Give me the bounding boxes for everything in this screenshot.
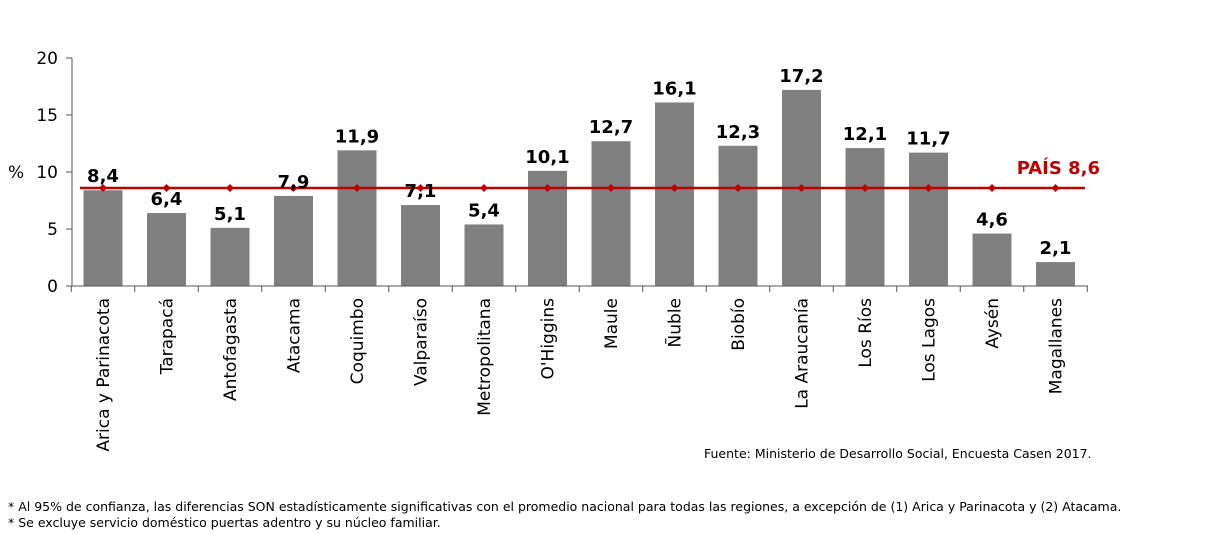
reference-marker	[289, 183, 298, 192]
reference-marker	[607, 183, 615, 192]
data-label: 11,7	[906, 129, 950, 150]
y-tick-label: 0	[47, 277, 58, 297]
data-label: 4,6	[976, 210, 1008, 231]
bar	[655, 102, 694, 287]
y-tick-label: 20	[36, 49, 58, 69]
category-label: Los Lagos	[920, 298, 940, 382]
data-label: 5,1	[214, 204, 246, 225]
data-label: 12,1	[843, 124, 887, 145]
reference-marker	[162, 183, 171, 192]
data-label: 5,4	[468, 200, 500, 221]
bar	[147, 213, 186, 286]
data-label: 2,1	[1040, 238, 1072, 259]
footnote: * Se excluye servicio doméstico puertas …	[8, 515, 441, 530]
data-label: 7,9	[278, 172, 310, 193]
data-label: 16,1	[652, 78, 696, 99]
data-label: 11,9	[335, 126, 379, 147]
reference-marker	[480, 183, 488, 192]
category-label: Los Ríos	[856, 298, 876, 368]
category-label: Tarapacá	[158, 298, 178, 375]
category-label: Arica y Parinacota	[94, 298, 114, 452]
data-label: 17,2	[779, 66, 823, 87]
reference-marker	[861, 183, 869, 192]
reference-line-label: PAÍS 8,6	[1017, 157, 1100, 179]
x-axis: Arica y Parinacota Tarapacá Antofagasta Ata…	[70, 285, 1088, 452]
bar	[274, 195, 313, 286]
data-labels: 8,4 6,4 5,1 7,9 11,9 7,1 5,4 10,1 12,7 16,1 12,3 17…	[87, 66, 1071, 259]
category-label: Magallanes	[1047, 298, 1067, 394]
footnote: * Al 95% de confianza, las diferencias S…	[8, 499, 1122, 514]
reference-marker	[988, 183, 996, 192]
reference-line-group: PAÍS 8,6	[80, 157, 1100, 192]
reference-marker	[734, 183, 742, 192]
bar	[718, 145, 758, 286]
category-label: O'Higgins	[539, 298, 559, 380]
y-axis: 0 5 10 15 20%	[8, 49, 73, 297]
category-label: Coquimbo	[348, 298, 368, 384]
bar	[972, 233, 1012, 286]
source-note: Fuente: Ministerio de Desarrollo Social,…	[704, 446, 1092, 461]
reference-marker	[226, 183, 234, 192]
y-tick-label: 5	[47, 220, 58, 240]
category-label: Maule	[602, 298, 622, 349]
category-label: Biobío	[729, 298, 749, 351]
bar	[591, 141, 631, 286]
reference-marker	[99, 183, 107, 192]
bar	[464, 224, 504, 286]
data-label: 12,7	[589, 117, 633, 138]
data-label: 8,4	[87, 166, 119, 187]
reference-marker	[416, 183, 425, 192]
reference-marker	[1051, 183, 1060, 192]
bar	[909, 152, 948, 286]
category-label: La Araucanía	[793, 298, 813, 409]
bar	[337, 150, 377, 286]
data-label: 6,4	[151, 189, 183, 210]
data-label: 10,1	[525, 147, 569, 168]
data-label: 12,3	[716, 122, 760, 143]
data-label: 7,1	[405, 181, 437, 202]
footnotes: * Al 95% de confianza, las diferencias S…	[8, 499, 1121, 531]
category-label: Antofagasta	[221, 298, 241, 401]
category-label: Ñuble	[664, 298, 686, 347]
y-tick-label: 10	[36, 163, 58, 183]
y-axis-label: %	[8, 163, 24, 183]
bar	[210, 227, 250, 286]
category-label: Aysén	[983, 298, 1003, 349]
reference-marker	[670, 183, 679, 192]
reference-marker	[543, 183, 552, 192]
category-label: Valparaíso	[412, 298, 432, 386]
reference-marker	[353, 183, 361, 192]
bar	[401, 205, 440, 286]
reference-marker	[797, 183, 806, 192]
reference-marker	[924, 183, 933, 192]
bar	[83, 190, 123, 286]
bar	[1036, 262, 1075, 286]
y-tick-label: 15	[36, 106, 58, 126]
bar	[845, 148, 885, 286]
category-label: Metropolitana	[475, 298, 495, 416]
category-label: Atacama	[285, 298, 305, 373]
